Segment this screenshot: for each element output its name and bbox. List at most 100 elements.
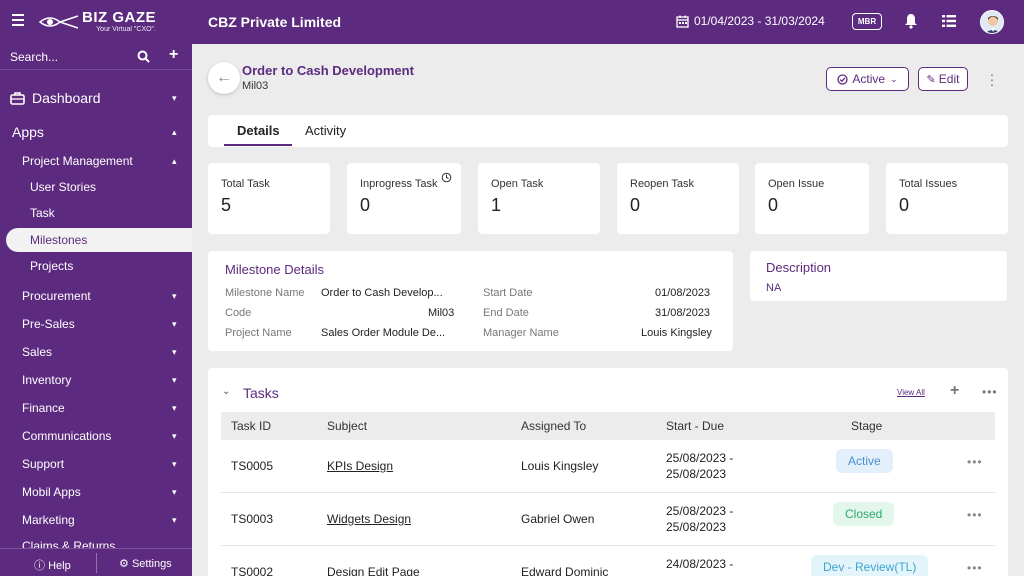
more-options-icon[interactable]: ••• — [967, 561, 983, 575]
search-icon[interactable] — [137, 50, 150, 63]
sidebar-item-label: Sales — [22, 345, 53, 359]
add-task-icon[interactable]: + — [950, 382, 960, 399]
calendar-icon — [676, 15, 689, 28]
task-dates: 25/08/2023 - 25/08/2023 — [666, 450, 733, 482]
sidebar-item-projects[interactable]: Projects — [30, 258, 192, 274]
sidebar-item-label: Apps — [12, 124, 44, 140]
help-label: Help — [48, 560, 71, 572]
stat-card-inprogress-task[interactable]: Inprogress Task 0 — [347, 163, 461, 234]
stat-label: Total Task — [221, 178, 270, 190]
date-range-text: 01/04/2023 - 31/03/2024 — [694, 14, 825, 28]
task-id: TS0002 — [231, 565, 274, 576]
milestone-details-title: Milestone Details — [225, 262, 324, 277]
bell-icon[interactable] — [904, 13, 918, 29]
table-row[interactable]: TS0002 Design Edit Page Edward Dominic 2… — [221, 546, 995, 576]
sidebar-item-mobil-apps[interactable]: Mobil Apps ▾ — [22, 484, 192, 500]
sidebar-item-support[interactable]: Support ▾ — [22, 456, 192, 472]
sidebar-item-dashboard[interactable]: Dashboard ▾ — [10, 88, 192, 108]
pencil-icon: ✎ — [926, 73, 936, 86]
column-header[interactable]: Assigned To — [521, 419, 587, 433]
sidebar-item-procurement[interactable]: Procurement ▾ — [22, 288, 192, 304]
sidebar-item-sales[interactable]: Sales ▾ — [22, 344, 192, 360]
date-range[interactable]: 01/04/2023 - 31/03/2024 — [676, 14, 825, 28]
sidebar-item-milestones[interactable]: Milestones — [6, 228, 192, 252]
stat-card-open-task[interactable]: Open Task 1 — [478, 163, 600, 234]
column-header[interactable]: Start - Due — [666, 419, 725, 433]
sidebar-item-inventory[interactable]: Inventory ▾ — [22, 372, 192, 388]
task-assignee: Edward Dominic — [521, 565, 609, 576]
mbr-button[interactable]: MBR — [852, 13, 882, 30]
sidebar-search[interactable]: Search... + — [0, 44, 192, 70]
add-icon[interactable]: + — [169, 46, 179, 63]
task-due: 25/08/2023 — [666, 467, 727, 481]
stat-card-total-issues[interactable]: Total Issues 0 — [886, 163, 1008, 234]
task-subject-link[interactable]: KPIs Design — [327, 459, 394, 473]
logo-tagline: Your Virtual "CXO". — [96, 26, 156, 33]
chevron-down-icon: ▾ — [172, 486, 177, 497]
help-link[interactable]: ⓘ Help — [34, 557, 71, 573]
status-badge: Closed — [833, 502, 895, 526]
chevron-down-icon: ▾ — [172, 290, 177, 301]
column-header[interactable]: Subject — [327, 419, 368, 433]
column-header[interactable]: Task ID — [231, 419, 272, 433]
list-icon[interactable] — [942, 14, 956, 28]
task-due: 25/08/2023 — [666, 520, 727, 534]
table-row[interactable]: TS0005 KPIs Design Louis Kingsley 25/08/… — [221, 440, 995, 493]
sidebar-item-label: Procurement — [22, 289, 91, 303]
table-row[interactable]: TS0003 Widgets Design Gabriel Owen 25/08… — [221, 493, 995, 546]
stat-value: 0 — [768, 195, 779, 215]
tab-activity[interactable]: Activity — [305, 123, 347, 138]
tasks-title: Tasks — [243, 385, 279, 401]
sidebar-item-pre-sales[interactable]: Pre-Sales ▾ — [22, 316, 192, 332]
chevron-up-icon: ▴ — [172, 155, 177, 166]
stat-value: 5 — [221, 195, 232, 215]
search-input[interactable]: Search... — [10, 49, 59, 64]
sidebar-item-label: Project Management — [22, 154, 133, 168]
avatar[interactable] — [980, 10, 1004, 34]
sidebar-item-label: User Stories — [30, 180, 97, 194]
tab-details[interactable]: Details — [237, 123, 280, 138]
logo-mark-icon — [38, 15, 79, 29]
column-header[interactable]: Stage — [851, 419, 883, 433]
task-subject-link[interactable]: Design Edit Page — [327, 565, 420, 576]
sidebar-item-label: Milestones — [30, 233, 88, 247]
arrow-left-icon: ← — [216, 69, 232, 86]
sidebar-item-communications[interactable]: Communications ▾ — [22, 428, 192, 444]
stat-label: Reopen Task — [630, 178, 695, 190]
stat-card-open-issue[interactable]: Open Issue 0 — [755, 163, 869, 234]
task-start: 25/08/2023 - — [666, 451, 734, 465]
chevron-down-icon: ▾ — [172, 430, 177, 441]
settings-link[interactable]: ⚙ Settings — [119, 557, 172, 570]
more-options-icon[interactable]: ••• — [967, 455, 983, 469]
edit-button[interactable]: ✎ Edit — [918, 67, 968, 91]
more-options-icon[interactable]: · · · — [989, 66, 995, 92]
sidebar-item-user-stories[interactable]: User Stories — [30, 179, 192, 195]
progress-icon — [441, 172, 452, 183]
sidebar-item-finance[interactable]: Finance ▾ — [22, 400, 192, 416]
more-options-icon[interactable]: ••• — [967, 508, 983, 522]
chevron-down-icon: ▾ — [172, 402, 177, 413]
sidebar-item-project-management[interactable]: Project Management ▴ — [22, 152, 192, 170]
view-all-link[interactable]: View All — [897, 388, 925, 397]
stat-value: 0 — [899, 195, 910, 215]
menu-icon[interactable] — [12, 14, 24, 28]
logo[interactable]: BIZ GAZE Your Virtual "CXO". — [38, 8, 156, 36]
chevron-down-icon[interactable]: ⌄ — [222, 386, 231, 397]
sidebar-item-apps[interactable]: Apps ▴ — [12, 122, 192, 142]
stat-label: Open Task — [491, 178, 544, 190]
task-id: TS0005 — [231, 459, 274, 473]
sidebar-item-marketing[interactable]: Marketing ▾ — [22, 512, 192, 528]
milestone-details-card: Milestone Details Milestone Name Order t… — [208, 251, 733, 351]
company-name[interactable]: CBZ Private Limited — [208, 14, 342, 30]
field-label: Code — [225, 307, 252, 319]
task-subject-link[interactable]: Widgets Design — [327, 512, 412, 526]
more-options-icon[interactable]: ••• — [982, 385, 998, 399]
stat-card-total-task[interactable]: Total Task 5 — [208, 163, 330, 234]
back-button[interactable]: ← — [208, 62, 240, 94]
stat-label: Total Issues — [899, 178, 958, 190]
stat-card-reopen-task[interactable]: Reopen Task 0 — [617, 163, 739, 234]
status-dropdown-button[interactable]: Active ⌄ — [826, 67, 909, 91]
sidebar-item-task[interactable]: Task — [30, 205, 192, 221]
description-card: Description NA — [750, 251, 1007, 301]
task-assignee: Gabriel Owen — [521, 512, 595, 526]
